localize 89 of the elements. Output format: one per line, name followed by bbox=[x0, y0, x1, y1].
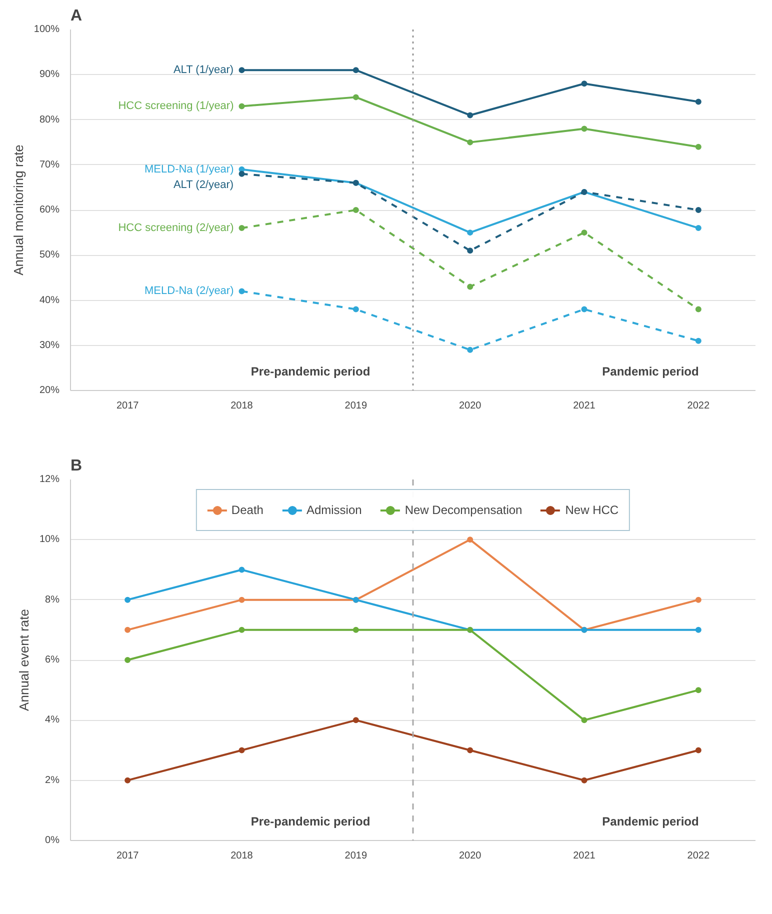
legend-label: New Decompensation bbox=[404, 503, 522, 517]
y-tick-label: 10% bbox=[39, 534, 60, 546]
point bbox=[467, 536, 474, 543]
y-tick-label: 40% bbox=[39, 294, 60, 306]
y-tick-label: 70% bbox=[39, 159, 60, 170]
y-tick-label: 4% bbox=[45, 714, 60, 726]
x-tick-label: 2019 bbox=[344, 850, 368, 862]
point bbox=[581, 717, 588, 724]
point bbox=[581, 230, 588, 236]
point bbox=[124, 657, 131, 663]
x-tick-label: 2018 bbox=[230, 400, 254, 412]
point bbox=[467, 284, 474, 290]
x-tick-label: 2017 bbox=[116, 850, 140, 862]
y-axis-title: Annual monitoring rate bbox=[10, 144, 26, 276]
series-label: HCC screening (2/year) bbox=[118, 222, 234, 234]
x-tick-label: 2019 bbox=[344, 400, 368, 412]
point bbox=[467, 230, 474, 236]
point bbox=[695, 626, 702, 633]
x-tick-label: 2022 bbox=[687, 400, 710, 412]
point bbox=[467, 346, 474, 353]
point bbox=[238, 103, 245, 110]
annotation: Pandemic period bbox=[602, 814, 699, 828]
point bbox=[695, 596, 702, 603]
annotation: Pre-pandemic period bbox=[250, 814, 370, 828]
point bbox=[352, 207, 359, 213]
point bbox=[238, 626, 245, 633]
y-tick-label: 2% bbox=[45, 774, 60, 786]
annotation: Pre-pandemic period bbox=[250, 364, 370, 378]
y-tick-label: 8% bbox=[45, 594, 60, 606]
point bbox=[695, 207, 702, 213]
point bbox=[467, 112, 474, 118]
y-tick-label: 12% bbox=[39, 474, 60, 485]
point bbox=[581, 126, 588, 132]
point bbox=[695, 225, 702, 232]
series-label: HCC screening (1/year) bbox=[118, 100, 234, 112]
x-tick-label: 2021 bbox=[573, 400, 596, 412]
series-label: ALT (2/year) bbox=[173, 179, 234, 192]
x-tick-label: 2020 bbox=[458, 400, 482, 412]
legend-label: Admission bbox=[306, 503, 362, 517]
x-tick-label: 2018 bbox=[230, 850, 254, 862]
point bbox=[695, 306, 702, 312]
point bbox=[467, 248, 474, 254]
point bbox=[238, 225, 245, 232]
y-tick-label: 0% bbox=[45, 835, 60, 846]
point bbox=[352, 67, 359, 74]
annotation: Pandemic period bbox=[602, 364, 699, 378]
point bbox=[124, 626, 131, 633]
point bbox=[352, 717, 359, 724]
series-label: MELD-Na (2/year) bbox=[144, 285, 234, 298]
point bbox=[695, 747, 702, 754]
point bbox=[581, 306, 588, 312]
point bbox=[695, 338, 702, 344]
y-tick-label: 100% bbox=[34, 24, 60, 35]
point bbox=[581, 80, 588, 87]
point bbox=[238, 170, 245, 177]
point bbox=[352, 306, 359, 312]
point bbox=[352, 626, 359, 633]
point bbox=[124, 777, 131, 784]
x-tick-label: 2022 bbox=[687, 850, 710, 862]
legend-label: New HCC bbox=[565, 503, 619, 517]
point bbox=[238, 747, 245, 754]
point bbox=[238, 67, 245, 74]
point bbox=[352, 94, 359, 100]
point bbox=[238, 596, 245, 603]
y-axis-title: Annual event rate bbox=[16, 609, 32, 711]
series-label: MELD-Na (1/year) bbox=[144, 163, 234, 176]
y-tick-label: 90% bbox=[39, 69, 60, 80]
x-tick-label: 2021 bbox=[573, 850, 596, 862]
point bbox=[695, 687, 702, 694]
chart-title: B bbox=[70, 458, 82, 474]
point bbox=[695, 98, 702, 105]
point bbox=[695, 144, 702, 150]
x-tick-label: 2020 bbox=[458, 850, 482, 862]
x-tick-label: 2017 bbox=[116, 400, 140, 412]
legend-label: Death bbox=[231, 503, 264, 517]
y-tick-label: 60% bbox=[39, 204, 60, 216]
point bbox=[238, 288, 245, 294]
point bbox=[467, 747, 474, 754]
series-label: ALT (1/year) bbox=[173, 64, 234, 76]
y-tick-label: 80% bbox=[39, 114, 60, 126]
y-tick-label: 20% bbox=[39, 385, 60, 396]
point bbox=[124, 596, 131, 603]
y-tick-label: 30% bbox=[39, 340, 60, 351]
point bbox=[467, 139, 474, 146]
y-tick-label: 6% bbox=[45, 654, 60, 666]
point bbox=[581, 777, 588, 784]
point bbox=[238, 566, 245, 573]
y-tick-label: 50% bbox=[39, 250, 60, 261]
chart-title: A bbox=[70, 8, 82, 24]
